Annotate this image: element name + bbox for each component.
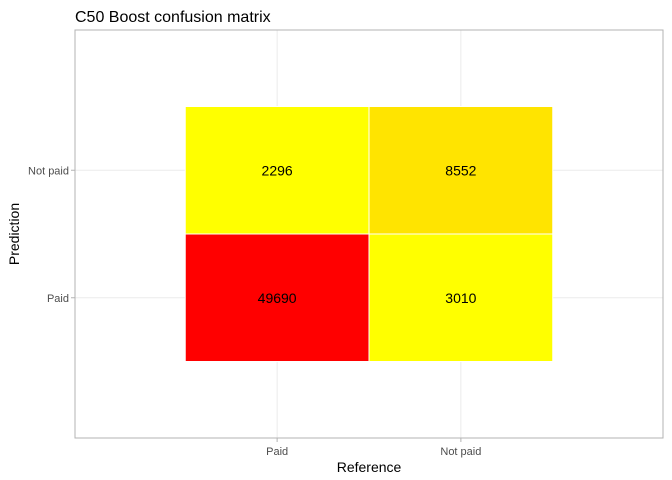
cell-value-label: 3010 bbox=[445, 290, 476, 306]
heatmap-cell-not-paid-not-paid bbox=[368, 106, 554, 235]
y-axis-ticks: Paid Not paid bbox=[28, 165, 75, 305]
y-axis-title: Prediction bbox=[6, 203, 22, 265]
heatmap-cell-paid-paid bbox=[184, 233, 370, 362]
y-tick-label: Paid bbox=[47, 293, 69, 305]
x-tick-label: Paid bbox=[266, 446, 288, 458]
panel-border bbox=[74, 29, 664, 439]
x-axis-title: Reference bbox=[337, 459, 402, 475]
x-tick-label: Not paid bbox=[440, 446, 481, 458]
heatmap-cell-paid-not-paid bbox=[368, 233, 554, 362]
cell-value-label: 8552 bbox=[445, 162, 476, 178]
cell-value-label: 2296 bbox=[262, 162, 293, 178]
heatmap-cell-not-paid-paid bbox=[184, 106, 370, 235]
chart-title: C50 Boost confusion matrix bbox=[75, 9, 271, 26]
plot-panel: 49690 3010 2296 8552 bbox=[74, 29, 664, 439]
cell-value-label: 49690 bbox=[258, 290, 297, 306]
heatmap-cells bbox=[184, 106, 554, 362]
cell-labels: 49690 3010 2296 8552 bbox=[258, 162, 477, 306]
x-axis-ticks: Paid Not paid bbox=[266, 438, 481, 458]
y-tick-label: Not paid bbox=[28, 165, 69, 177]
